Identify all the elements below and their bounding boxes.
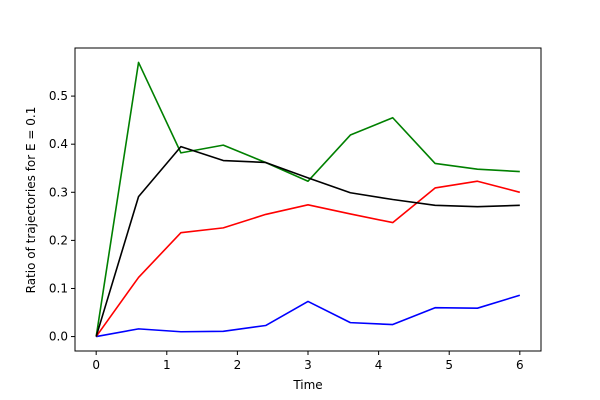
y-tick-label: 0.3 xyxy=(49,185,68,199)
series-lines xyxy=(95,61,521,338)
x-tick-label: 6 xyxy=(516,358,524,372)
x-tick-label: 2 xyxy=(234,358,242,372)
series-line-3 xyxy=(95,61,520,337)
y-axis-ticks: 0.0 0.1 0.2 0.3 0.4 0.5 xyxy=(49,89,75,344)
x-tick-label: 5 xyxy=(445,358,453,372)
y-tick-label: 0.1 xyxy=(49,281,68,295)
y-tick-label: 0.2 xyxy=(49,233,68,247)
x-tick-label: 3 xyxy=(304,358,312,372)
series-line-1 xyxy=(96,294,521,338)
x-axis-ticks: 0 1 2 3 4 5 6 xyxy=(92,351,524,372)
y-tick-label: 0.4 xyxy=(49,137,68,151)
series-line-2 xyxy=(95,180,521,338)
series-line-4 xyxy=(95,145,520,337)
x-tick-label: 4 xyxy=(375,358,383,372)
y-tick-label: 0.0 xyxy=(49,330,68,344)
y-axis-label: Ratio of trajectories for E = 0.1 xyxy=(24,107,38,294)
plot-frame xyxy=(74,47,542,352)
x-tick-label: 1 xyxy=(163,358,171,372)
x-tick-label: 0 xyxy=(92,358,100,372)
y-tick-label: 0.5 xyxy=(49,89,68,103)
x-axis-label: Time xyxy=(292,378,322,392)
